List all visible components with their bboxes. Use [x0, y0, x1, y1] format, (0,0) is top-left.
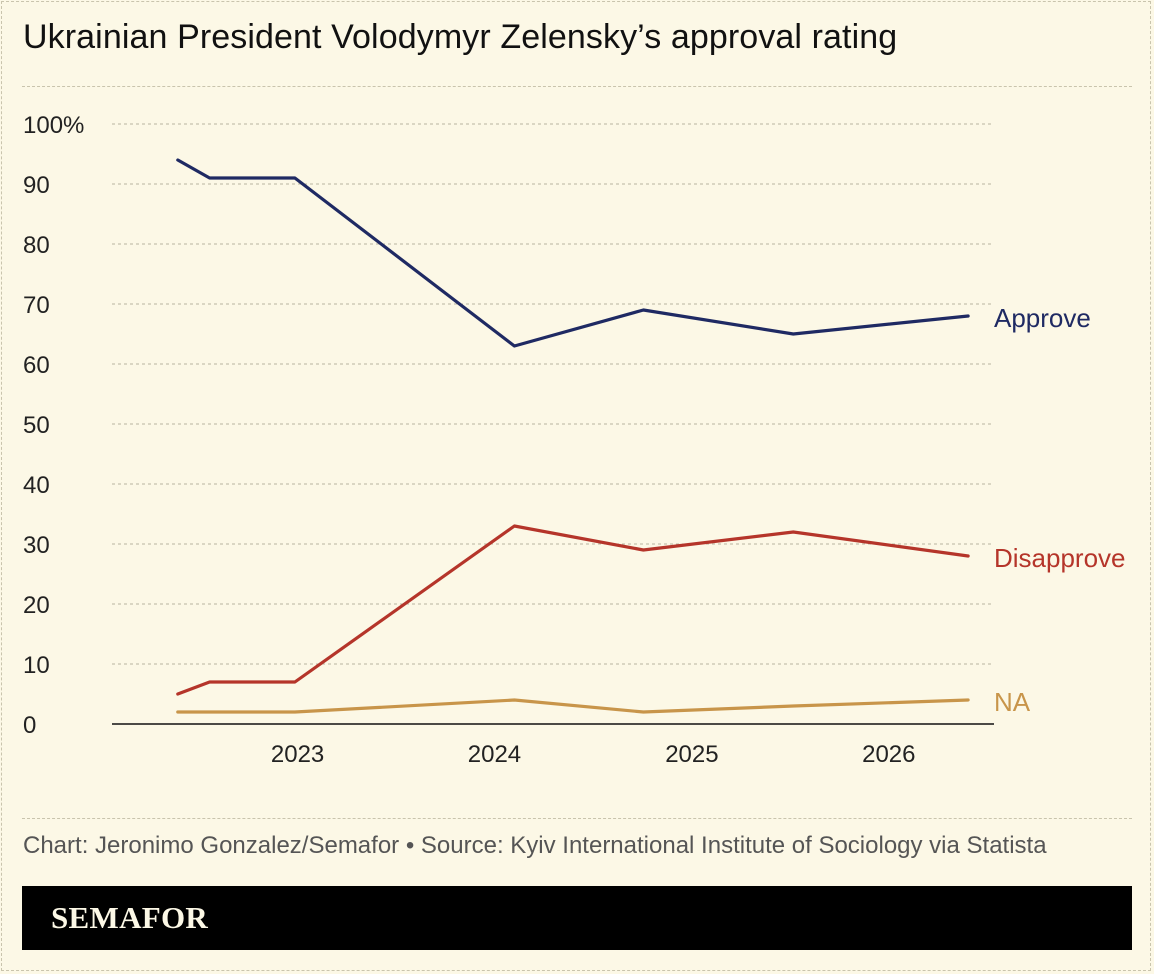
y-tick-label: 80 — [23, 232, 50, 259]
x-tick-label: 2025 — [665, 741, 718, 768]
chart-title: Ukrainian President Volodymyr Zelensky’s… — [23, 18, 898, 56]
series-line-approve — [176, 158, 970, 348]
x-tick-label: 2024 — [468, 741, 521, 768]
x-tick-label: 2023 — [271, 741, 324, 768]
title-divider — [22, 86, 1132, 87]
brand-logo: SEMAFOR — [51, 900, 209, 935]
footer-divider — [22, 818, 1132, 819]
y-tick-label: 30 — [23, 532, 50, 559]
y-tick-label: 50 — [23, 412, 50, 439]
series-labels: Approve Disapprove NA — [994, 303, 1126, 717]
chart-credit: Chart: Jeronimo Gonzalez/Semafor • Sourc… — [23, 832, 1047, 859]
series-label-approve: Approve — [994, 303, 1091, 333]
series-lines — [176, 158, 970, 714]
y-tick-label: 70 — [23, 292, 50, 319]
series-label-disapprove: Disapprove — [994, 543, 1126, 573]
series-line-na — [176, 698, 970, 714]
x-axis-tick-labels: 2023 2024 2025 2026 — [271, 741, 916, 768]
y-tick-label: 10 — [23, 652, 50, 679]
series-line-disapprove — [176, 524, 970, 696]
y-tick-label: 90 — [23, 172, 50, 199]
y-tick-label: 40 — [23, 472, 50, 499]
y-tick-label: 60 — [23, 352, 50, 379]
y-tick-label: 0 — [23, 712, 36, 739]
x-tick-label: 2026 — [862, 741, 915, 768]
series-label-na: NA — [994, 687, 1031, 717]
y-tick-label: 20 — [23, 592, 50, 619]
brand-bar: SEMAFOR — [22, 886, 1132, 950]
y-tick-label: 100% — [23, 112, 84, 139]
grid-lines — [112, 123, 994, 665]
y-axis-tick-labels: 100% 90 80 70 60 50 40 30 20 10 0 — [23, 112, 84, 739]
